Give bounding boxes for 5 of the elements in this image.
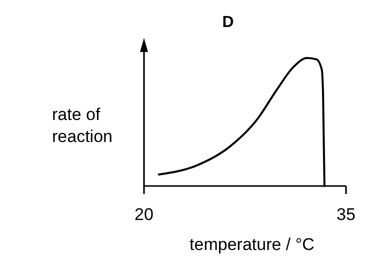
x-tick-label: 35 (336, 205, 356, 224)
x-axis-title: temperature / °C (190, 235, 314, 254)
y-axis-title: rate of reaction (52, 105, 112, 146)
x-tick-label: 20 (134, 205, 154, 224)
chart-title: D (222, 14, 234, 31)
